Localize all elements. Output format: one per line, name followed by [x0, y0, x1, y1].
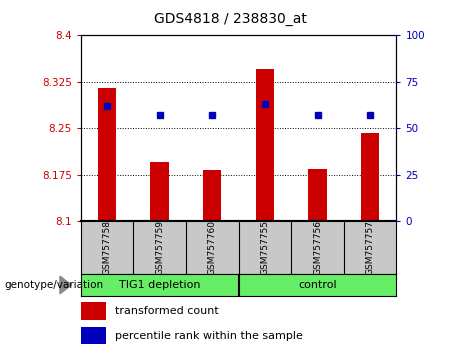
Bar — [361, 133, 379, 221]
Text: GSM757758: GSM757758 — [102, 220, 112, 275]
Text: GSM757756: GSM757756 — [313, 220, 322, 275]
Bar — [150, 162, 169, 221]
Bar — [81, 327, 106, 344]
Text: GSM757759: GSM757759 — [155, 220, 164, 275]
Bar — [81, 302, 106, 320]
Text: percentile rank within the sample: percentile rank within the sample — [115, 331, 303, 341]
Bar — [256, 69, 274, 221]
Text: control: control — [298, 280, 337, 290]
Bar — [203, 170, 221, 221]
Text: transformed count: transformed count — [115, 306, 219, 316]
Text: GSM757757: GSM757757 — [366, 220, 375, 275]
Text: GSM757755: GSM757755 — [260, 220, 269, 275]
Text: genotype/variation: genotype/variation — [5, 280, 104, 290]
Text: GDS4818 / 238830_at: GDS4818 / 238830_at — [154, 12, 307, 27]
Text: TIG1 depletion: TIG1 depletion — [119, 280, 201, 290]
Polygon shape — [60, 276, 71, 294]
Text: GSM757760: GSM757760 — [208, 220, 217, 275]
Bar — [98, 88, 116, 221]
Bar — [308, 169, 327, 221]
